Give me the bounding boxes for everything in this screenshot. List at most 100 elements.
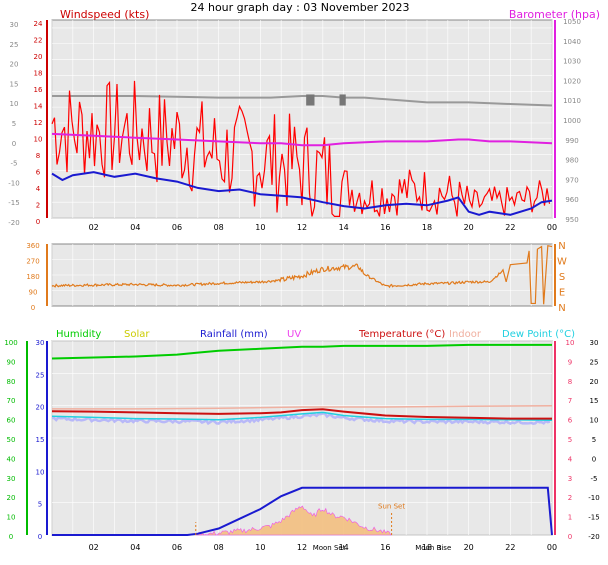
y-tick-left: 8 xyxy=(36,152,40,160)
gray-spike xyxy=(339,94,346,106)
y-tick-left: 12 xyxy=(34,119,43,127)
y-tick-left-outer: -10 xyxy=(8,179,19,187)
y-tick-rain: 30 xyxy=(36,339,45,347)
wind-baro-panel: 302520151050-5-10-15-2024222018161412108… xyxy=(8,8,600,232)
y-tick-humidity: 10 xyxy=(7,514,16,522)
x-tick: 08 xyxy=(214,543,224,552)
series-barometer xyxy=(51,132,553,147)
y-tick-left-outer: 20 xyxy=(10,61,19,69)
x-tick: 18 xyxy=(422,543,432,552)
y-tick-left-outer: 10 xyxy=(10,100,19,108)
y-tick-left-outer: 5 xyxy=(12,120,16,128)
y-tick-temp: 30 xyxy=(590,339,599,347)
y-tick-rain: 10 xyxy=(36,468,45,476)
y-tick-rain: 15 xyxy=(36,436,45,444)
y-tick-left-outer: 15 xyxy=(10,80,19,88)
y-tick-right: 980 xyxy=(565,157,578,165)
series-solar xyxy=(195,505,392,536)
x-tick: 04 xyxy=(130,543,140,552)
y-tick-humidity: 0 xyxy=(9,533,13,541)
series-wind xyxy=(51,80,551,217)
y-tick-humidity: 80 xyxy=(7,378,16,386)
y-tick-uv: 3 xyxy=(568,475,572,483)
legend-temperature: Temperature (°C) xyxy=(358,329,445,340)
x-tick: 02 xyxy=(89,223,99,232)
legend-dewpoint: Dew Point (°C) xyxy=(502,329,575,340)
y-tick-left: 0 xyxy=(36,218,40,226)
label-windspeed: Windspeed (kts) xyxy=(60,8,149,21)
x-tick: 16 xyxy=(380,223,390,232)
y-tick-compass: W xyxy=(557,257,567,268)
y-tick-right: 1040 xyxy=(563,38,581,46)
y-tick-left-outer: -5 xyxy=(11,160,18,168)
x-tick: 06 xyxy=(172,543,182,552)
x-tick: 20 xyxy=(464,543,474,552)
y-tick-left-outer: 0 xyxy=(12,140,16,148)
y-tick-temp: 10 xyxy=(590,417,599,425)
series-temp-band xyxy=(51,412,551,426)
y-tick-rain: 20 xyxy=(36,404,45,412)
y-tick-temp: -5 xyxy=(591,475,598,483)
y-tick-right: 1030 xyxy=(563,58,581,66)
y-tick-rain: 0 xyxy=(38,533,42,541)
label-barometer: Barometer (hpa) xyxy=(509,8,600,21)
y-tick-left: 4 xyxy=(36,185,41,193)
y-tick-temp: -20 xyxy=(588,533,599,541)
y-tick-humidity: 30 xyxy=(7,475,16,483)
x-tick: 12 xyxy=(297,543,307,552)
y-tick-left: 16 xyxy=(34,86,43,94)
series-temperature xyxy=(51,408,552,420)
y-tick-right: 950 xyxy=(565,216,578,224)
y-tick-uv: 9 xyxy=(568,358,572,366)
y-tick-right: 970 xyxy=(565,176,578,184)
x-tick: 22 xyxy=(505,543,515,552)
chart-title: 24 hour graph day : 03 November 2023 xyxy=(190,1,409,14)
x-tick: 14 xyxy=(339,223,349,232)
y-tick-humidity: 50 xyxy=(7,436,16,444)
y-tick-right: 960 xyxy=(565,196,578,204)
y-tick-humidity: 40 xyxy=(7,455,16,463)
y-tick-right: 1000 xyxy=(563,117,581,125)
y-tick-right: 1010 xyxy=(563,97,581,105)
y-tick-right: 1050 xyxy=(563,18,581,26)
legend-uv: UV xyxy=(287,329,301,340)
y-tick-temp: -15 xyxy=(588,514,599,522)
y-tick-humidity: 60 xyxy=(7,417,16,425)
y-tick-left: 10 xyxy=(34,136,43,144)
y-tick-left: 0 xyxy=(31,304,35,312)
y-tick-left: 90 xyxy=(29,289,38,297)
x-tick: 10 xyxy=(255,223,265,232)
series-rainfall xyxy=(52,486,553,536)
x-marker-label: 3 xyxy=(437,544,441,552)
legend-solar: Solar xyxy=(124,329,150,340)
x-tick: 02 xyxy=(89,543,99,552)
y-tick-uv: 10 xyxy=(566,339,575,347)
legend-humidity: Humidity xyxy=(56,329,101,340)
legend-rainfall: Rainfall (mm) xyxy=(200,329,268,340)
y-tick-temp: 20 xyxy=(590,378,599,386)
y-tick-temp: 5 xyxy=(592,436,596,444)
y-tick-humidity: 90 xyxy=(7,358,16,366)
y-tick-humidity: 20 xyxy=(7,494,16,502)
y-tick-right: 990 xyxy=(565,137,578,145)
sunset-label: Sun Set xyxy=(378,502,405,510)
y-tick-left: 6 xyxy=(36,169,41,177)
y-tick-temp: 0 xyxy=(592,455,596,463)
y-tick-humidity: 100 xyxy=(4,339,17,347)
x-tick: 00 xyxy=(547,223,557,232)
x-tick: 10 xyxy=(255,543,265,552)
series-wind-direction xyxy=(51,244,553,305)
y-tick-left: 20 xyxy=(34,53,43,61)
y-tick-left-outer: -15 xyxy=(8,199,19,207)
x-tick: 00 xyxy=(547,543,557,552)
y-tick-left-outer: 30 xyxy=(10,21,19,29)
series-indoor xyxy=(52,404,553,410)
y-tick-temp: 25 xyxy=(590,358,599,366)
series-humidity xyxy=(51,343,552,360)
y-tick-left: 360 xyxy=(26,242,39,250)
x-tick: 04 xyxy=(130,223,140,232)
y-tick-uv: 0 xyxy=(568,533,572,541)
y-tick-left: 22 xyxy=(34,37,43,45)
